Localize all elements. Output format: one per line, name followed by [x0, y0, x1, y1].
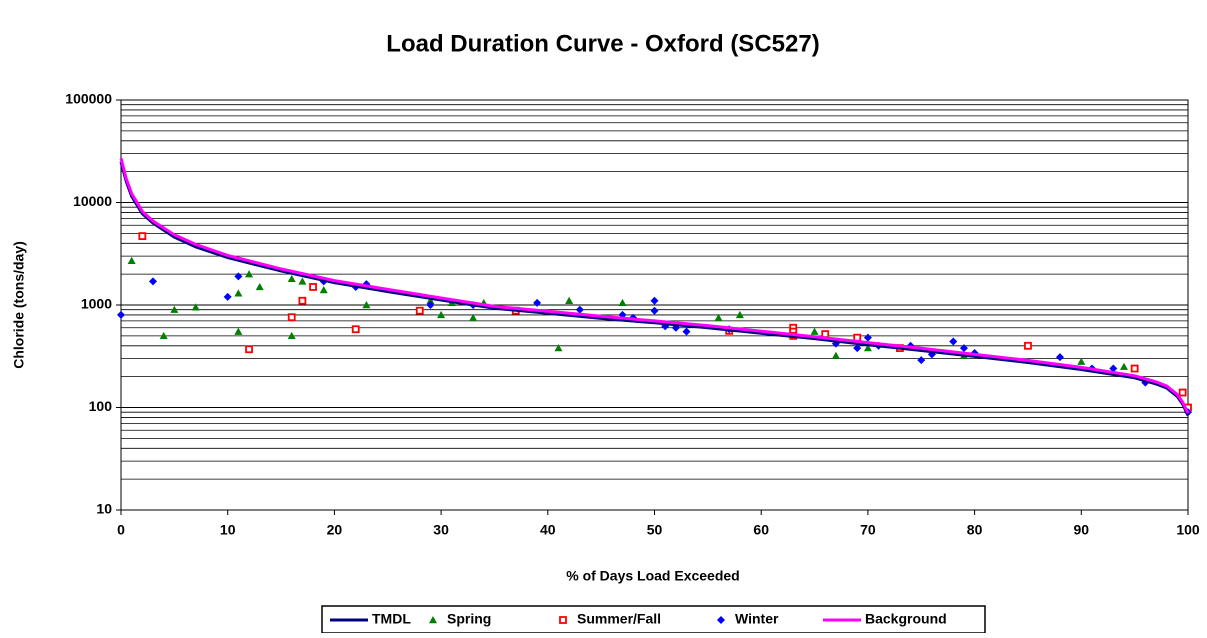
spring-point [565, 296, 574, 304]
winter-point [426, 301, 435, 309]
legend-label: Background [865, 611, 947, 627]
y-axis-title: Chloride (tons/day) [11, 241, 27, 369]
x-axis-title: % of Days Load Exceeded [566, 568, 740, 584]
series-line [119, 161, 1190, 416]
chart-title: Load Duration Curve - Oxford (SC527) [386, 30, 819, 57]
summer-fall-point [138, 232, 147, 241]
winter-point [533, 298, 542, 307]
x-tick-label: 70 [860, 522, 876, 538]
summer-fall-point [1130, 364, 1139, 373]
spring-point [618, 298, 627, 307]
spring-point [1119, 362, 1128, 370]
winter-point [682, 327, 691, 336]
summer-fall-point [415, 306, 424, 315]
winter-point [223, 292, 232, 301]
winter-point [1055, 353, 1064, 362]
x-tick-label: 50 [647, 522, 663, 538]
spring-point [298, 277, 307, 285]
summer-fall-point [245, 345, 253, 354]
spring-point [159, 331, 168, 340]
legend-swatch [559, 616, 567, 624]
legend-label: Spring [447, 611, 491, 627]
x-tick-label: 20 [327, 522, 343, 538]
spring-point [234, 327, 243, 335]
spring-point [287, 331, 296, 340]
spring-point [1077, 357, 1086, 365]
legend-swatch [717, 616, 725, 624]
x-tick-label: 80 [967, 522, 983, 538]
spring-point [255, 282, 264, 291]
spring-point [554, 344, 563, 352]
winter-point [917, 356, 926, 365]
spring-point [863, 344, 872, 352]
spring-point [469, 313, 478, 322]
plot-area [120, 99, 1189, 511]
spring-point [127, 256, 136, 264]
legend-swatch [429, 616, 437, 624]
x-tick-label: 100 [1176, 522, 1200, 538]
spring-point [170, 305, 179, 313]
spring-point [735, 310, 744, 319]
x-tick-label: 40 [540, 522, 556, 538]
summer-fall-point [351, 325, 360, 334]
summer-fall-point [287, 313, 296, 322]
summer-fall-point [821, 330, 830, 339]
spring-point [362, 301, 371, 309]
x-tick-label: 30 [433, 522, 449, 538]
winter-point [650, 296, 659, 305]
spring-point [234, 289, 243, 297]
spring-point [437, 310, 446, 319]
winter-point [1109, 364, 1118, 373]
winter-point [949, 337, 958, 346]
y-tick-label: 1000 [81, 296, 112, 312]
spring-point [191, 303, 200, 311]
spring-point [245, 270, 254, 278]
y-tick-label: 10 [96, 501, 112, 517]
legend-label: Winter [735, 611, 779, 627]
summer-fall-point [1024, 341, 1032, 350]
x-tick-label: 60 [753, 522, 769, 538]
x-tick-label: 10 [220, 522, 236, 538]
winter-point [959, 344, 968, 353]
summer-fall-point [1178, 388, 1187, 397]
winter-point [117, 310, 125, 319]
spring-point [426, 296, 435, 304]
summer-fall-point [298, 296, 307, 305]
spring-point [831, 351, 840, 359]
winter-point [234, 272, 243, 281]
x-tick-label: 90 [1074, 522, 1090, 538]
y-tick-label: 10000 [73, 193, 112, 209]
winter-point [575, 305, 584, 314]
spring-point [810, 327, 819, 335]
spring-point [319, 286, 328, 294]
winter-point [149, 277, 158, 286]
y-tick-label: 100 [89, 398, 113, 414]
summer-fall-point [309, 283, 317, 291]
spring-point [714, 313, 723, 322]
spring-point [287, 274, 296, 283]
x-tick-label: 0 [117, 522, 125, 538]
winter-point [863, 333, 872, 342]
y-tick-label: 100000 [65, 91, 112, 107]
winter-point [650, 306, 659, 315]
legend-label: TMDL [372, 611, 411, 627]
winter-point [853, 344, 862, 353]
legend-label: Summer/Fall [577, 611, 661, 627]
series-line [119, 157, 1190, 414]
